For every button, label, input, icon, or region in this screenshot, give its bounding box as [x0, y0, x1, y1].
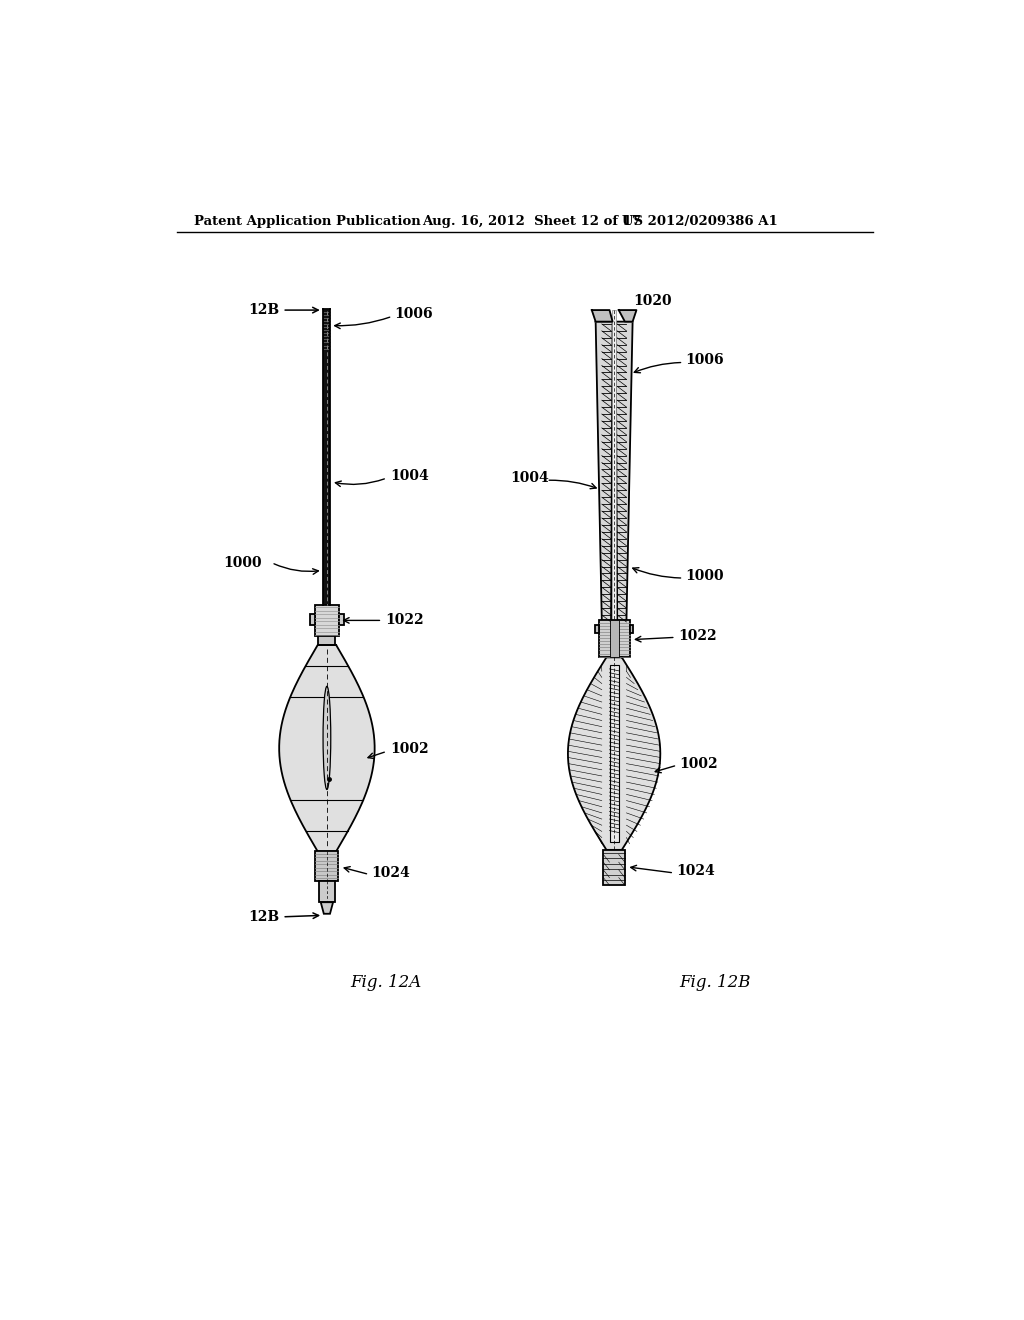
Text: 1024: 1024: [372, 866, 411, 880]
Text: Patent Application Publication: Patent Application Publication: [194, 215, 421, 228]
Text: 1000: 1000: [686, 569, 724, 582]
Text: 1022: 1022: [678, 628, 717, 643]
Polygon shape: [280, 645, 375, 851]
Ellipse shape: [323, 686, 331, 789]
Text: 1004: 1004: [390, 469, 429, 483]
Bar: [324, 309, 331, 605]
Text: 1000: 1000: [223, 556, 261, 570]
Text: 1002: 1002: [390, 742, 429, 756]
Polygon shape: [592, 310, 612, 322]
Bar: [630, 626, 634, 632]
Bar: [339, 614, 344, 626]
Bar: [603, 850, 625, 884]
Polygon shape: [568, 657, 660, 850]
Bar: [318, 636, 336, 645]
Text: 1020: 1020: [634, 294, 672, 308]
Bar: [595, 626, 599, 632]
Text: 1022: 1022: [385, 614, 424, 627]
Bar: [599, 620, 630, 657]
Polygon shape: [618, 310, 637, 322]
Bar: [611, 310, 616, 620]
Text: Fig. 12A: Fig. 12A: [350, 974, 421, 991]
Text: 12B: 12B: [248, 909, 280, 924]
Text: 1006: 1006: [394, 308, 433, 321]
Bar: [609, 665, 618, 842]
Bar: [310, 614, 314, 626]
Bar: [314, 605, 339, 636]
Polygon shape: [615, 322, 633, 620]
Polygon shape: [321, 903, 333, 913]
Text: 1002: 1002: [680, 756, 718, 771]
Text: Fig. 12B: Fig. 12B: [680, 974, 751, 991]
Text: 1004: 1004: [510, 471, 549, 484]
Text: US 2012/0209386 A1: US 2012/0209386 A1: [622, 215, 777, 228]
Text: 1006: 1006: [686, 354, 724, 367]
Bar: [609, 620, 618, 657]
Text: 1024: 1024: [677, 865, 715, 878]
Text: 12B: 12B: [248, 304, 280, 317]
Text: Aug. 16, 2012  Sheet 12 of 17: Aug. 16, 2012 Sheet 12 of 17: [422, 215, 641, 228]
Bar: [315, 851, 339, 880]
Bar: [319, 880, 335, 903]
Polygon shape: [596, 322, 612, 620]
